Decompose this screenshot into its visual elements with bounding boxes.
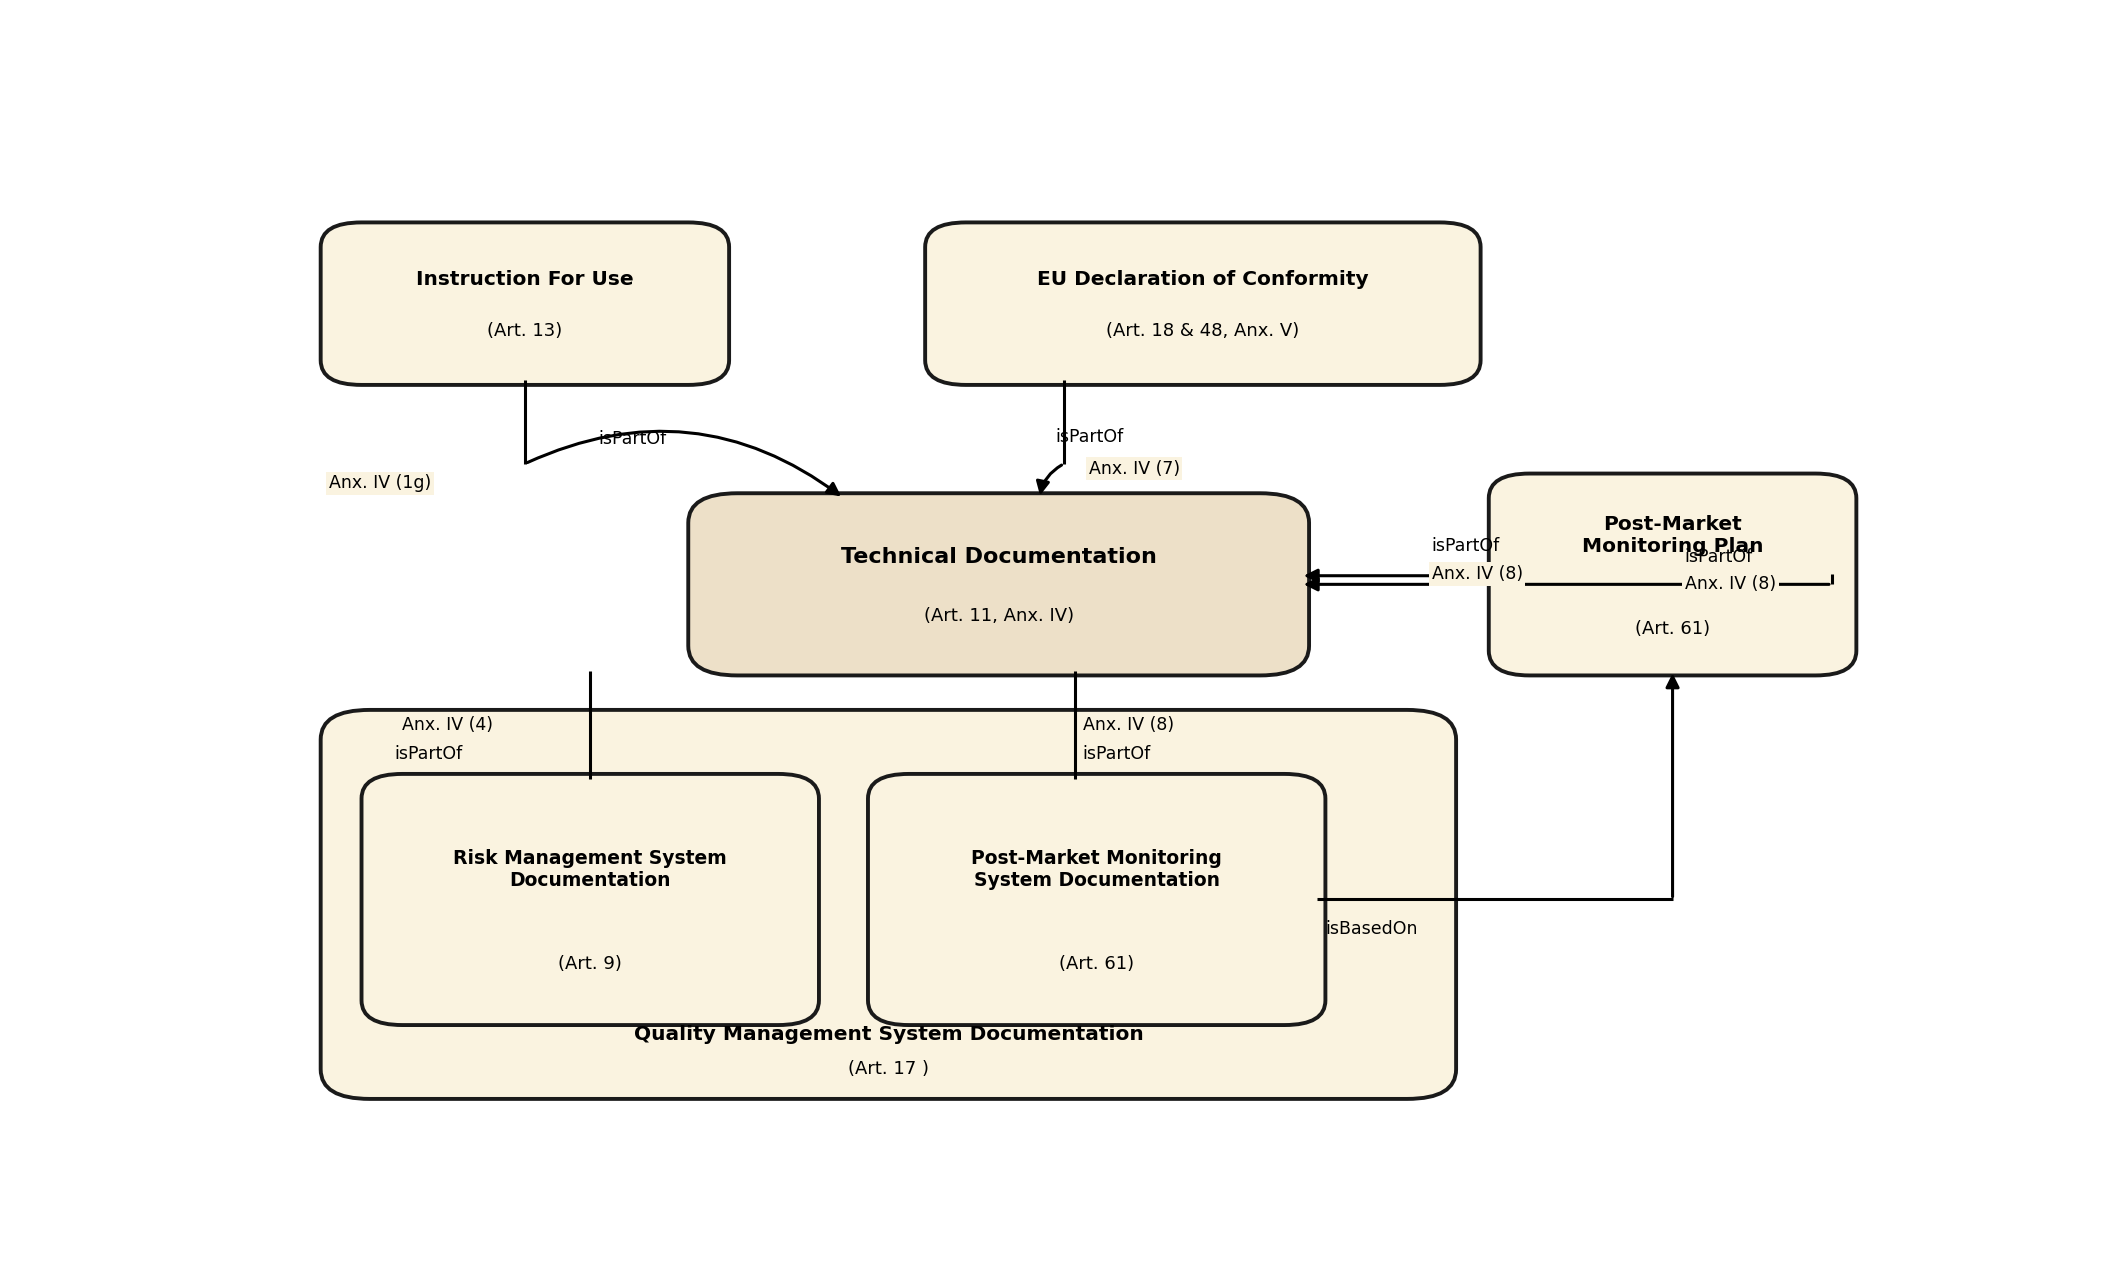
Text: Instruction For Use: Instruction For Use — [415, 270, 635, 289]
FancyBboxPatch shape — [925, 223, 1480, 385]
Text: isPartOf: isPartOf — [1684, 547, 1754, 565]
Text: Anx. IV (7): Anx. IV (7) — [1088, 459, 1180, 477]
FancyBboxPatch shape — [363, 774, 820, 1024]
Text: isPartOf: isPartOf — [1056, 428, 1124, 446]
Text: (Art. 17 ): (Art. 17 ) — [847, 1060, 930, 1078]
Text: Post-Market
Monitoring Plan: Post-Market Monitoring Plan — [1581, 514, 1762, 555]
Text: (Art. 9): (Art. 9) — [559, 954, 622, 972]
Text: isPartOf: isPartOf — [394, 746, 462, 764]
Text: Anx. IV (8): Anx. IV (8) — [1684, 576, 1775, 593]
Text: Anx. IV (8): Anx. IV (8) — [1084, 716, 1174, 734]
FancyBboxPatch shape — [1488, 473, 1857, 675]
Text: Quality Management System Documentation: Quality Management System Documentation — [635, 1026, 1143, 1045]
Text: (Art. 61): (Art. 61) — [1636, 619, 1710, 638]
FancyBboxPatch shape — [320, 223, 729, 385]
FancyBboxPatch shape — [320, 710, 1457, 1099]
Text: Technical Documentation: Technical Documentation — [841, 546, 1157, 567]
Text: Anx. IV (8): Anx. IV (8) — [1431, 565, 1522, 583]
Text: (Art. 61): (Art. 61) — [1058, 954, 1134, 972]
Text: Anx. IV (1g): Anx. IV (1g) — [329, 475, 432, 492]
Text: (Art. 11, Anx. IV): (Art. 11, Anx. IV) — [923, 606, 1073, 625]
FancyBboxPatch shape — [687, 494, 1309, 675]
Text: isPartOf: isPartOf — [599, 430, 666, 448]
Text: Post-Market Monitoring
System Documentation: Post-Market Monitoring System Documentat… — [972, 849, 1223, 890]
Text: (Art. 18 & 48, Anx. V): (Art. 18 & 48, Anx. V) — [1107, 322, 1299, 340]
Text: (Art. 13): (Art. 13) — [487, 322, 563, 340]
FancyBboxPatch shape — [868, 774, 1326, 1024]
Text: Risk Management System
Documentation: Risk Management System Documentation — [453, 849, 727, 890]
Text: EU Declaration of Conformity: EU Declaration of Conformity — [1037, 270, 1368, 289]
Text: isBasedOn: isBasedOn — [1326, 920, 1419, 938]
Text: Anx. IV (4): Anx. IV (4) — [403, 716, 493, 734]
Text: isPartOf: isPartOf — [1084, 746, 1151, 764]
Text: isPartOf: isPartOf — [1431, 537, 1501, 555]
